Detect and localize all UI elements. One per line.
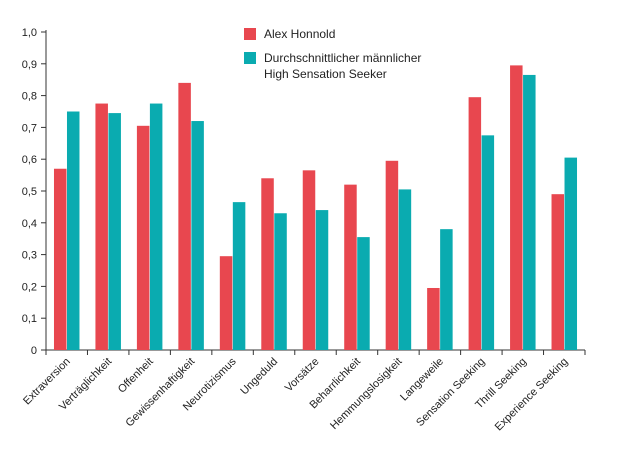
legend-label: High Sensation Seeker bbox=[264, 67, 387, 81]
bar-alex-honnold-4 bbox=[219, 256, 233, 350]
legend: Alex Honnold Durchschnittlicher männliche… bbox=[244, 27, 421, 81]
bar-alex-honnold-12 bbox=[551, 194, 565, 350]
bar-average-sensation-seeker-1 bbox=[108, 113, 121, 350]
bar-average-sensation-seeker-8 bbox=[398, 189, 412, 350]
y-tick-label: 0,8 bbox=[22, 91, 37, 103]
category-label: Experience Seeking bbox=[493, 356, 571, 434]
category-label: Gewissenhaftigkeit bbox=[123, 356, 197, 430]
bar-alex-honnold-1 bbox=[95, 103, 108, 350]
bar-average-sensation-seeker-6 bbox=[315, 210, 329, 350]
category-label: Offenheit bbox=[116, 356, 156, 396]
bar-average-sensation-seeker-11 bbox=[523, 74, 536, 351]
bar-alex-honnold-7 bbox=[344, 184, 357, 350]
y-tick-label: 0,1 bbox=[22, 313, 37, 325]
bar-alex-honnold-9 bbox=[427, 287, 440, 350]
bar-alex-honnold-2 bbox=[136, 125, 150, 350]
bar-alex-honnold-8 bbox=[385, 160, 399, 350]
y-tick-label: 0,9 bbox=[22, 59, 37, 71]
y-tick-label: 0 bbox=[31, 345, 37, 357]
bar-average-sensation-seeker-12 bbox=[564, 157, 578, 350]
legend-swatch bbox=[244, 28, 256, 40]
bar-alex-honnold-0 bbox=[53, 168, 67, 350]
legend-label: Durchschnittlicher männlicher bbox=[264, 51, 421, 65]
y-tick-label: 0,2 bbox=[22, 281, 37, 293]
y-tick-label: 0,3 bbox=[22, 250, 37, 262]
bar-alex-honnold-10 bbox=[468, 97, 482, 350]
category-label: Hemmungslosigkeit bbox=[328, 356, 404, 432]
bar-average-sensation-seeker-3 bbox=[191, 121, 204, 350]
bar-alex-honnold-5 bbox=[261, 178, 274, 350]
axes: 0 0,1 0,2 0,3 0,4 0,5 0,6 0,7 0,8 0,9 1,0 bbox=[22, 27, 586, 357]
bar-average-sensation-seeker-10 bbox=[481, 135, 495, 350]
y-tick-label: 1,0 bbox=[22, 27, 37, 39]
bar-average-sensation-seeker-7 bbox=[357, 237, 370, 350]
bar-alex-honnold-6 bbox=[302, 170, 316, 350]
bar-alex-honnold-3 bbox=[178, 82, 191, 350]
category-label: Ungeduld bbox=[238, 356, 280, 398]
bar-average-sensation-seeker-4 bbox=[232, 202, 246, 350]
y-tick-label: 0,4 bbox=[22, 218, 37, 230]
bar-average-sensation-seeker-5 bbox=[274, 213, 287, 350]
bars bbox=[53, 65, 578, 351]
bar-alex-honnold-11 bbox=[510, 65, 523, 350]
legend-label: Alex Honnold bbox=[264, 27, 335, 41]
bar-average-sensation-seeker-9 bbox=[440, 229, 453, 350]
y-tick-label: 0,6 bbox=[22, 154, 37, 166]
y-tick-label: 0,7 bbox=[22, 122, 37, 134]
y-tick-label: 0,5 bbox=[22, 186, 37, 198]
legend-swatch bbox=[244, 52, 256, 64]
bar-average-sensation-seeker-0 bbox=[66, 111, 80, 350]
category-label: Sensation Seeking bbox=[414, 356, 487, 429]
bar-average-sensation-seeker-2 bbox=[149, 103, 163, 350]
category-label: Vorsätze bbox=[283, 356, 322, 395]
